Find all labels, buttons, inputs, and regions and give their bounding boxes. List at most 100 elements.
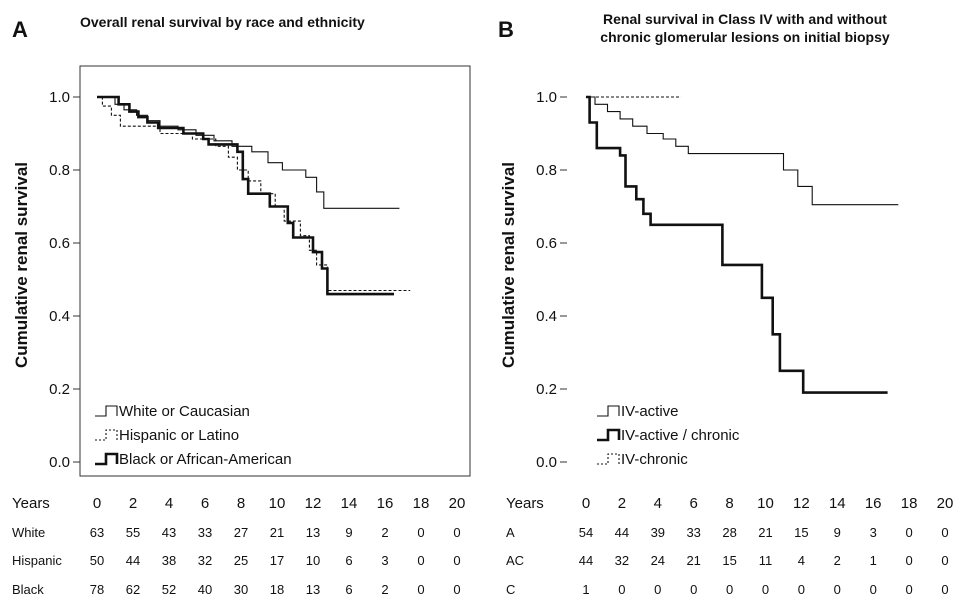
panel-b-y-tick-label: 0.0 xyxy=(536,454,557,471)
risk-row-label: Black xyxy=(12,582,44,597)
risk-count: 9 xyxy=(345,525,352,540)
panel-b-y-tick-label: 0.4 xyxy=(536,308,557,325)
x-tick-label: 0 xyxy=(93,495,101,512)
panel-a-y-tick-label: 1.0 xyxy=(49,89,70,106)
panel-a-y-tick-label: 0.4 xyxy=(49,308,70,325)
x-tick-label: 2 xyxy=(129,495,137,512)
risk-count: 0 xyxy=(834,582,841,597)
panel-b-title-line-2: chronic glomerular lesions on initial bi… xyxy=(600,29,890,45)
risk-count: 18 xyxy=(270,582,284,597)
risk-count: 2 xyxy=(381,525,388,540)
risk-count: 15 xyxy=(722,553,736,568)
risk-count: 25 xyxy=(234,553,248,568)
risk-count: 52 xyxy=(162,582,176,597)
legend-symbol xyxy=(597,453,620,465)
risk-count: 27 xyxy=(234,525,248,540)
survival-curve-iv-active xyxy=(586,96,899,206)
risk-count: 3 xyxy=(381,553,388,568)
risk-count: 21 xyxy=(758,525,772,540)
legend-entry: IV-active xyxy=(621,403,679,420)
x-tick-label: 20 xyxy=(937,495,954,512)
risk-count: 0 xyxy=(417,582,424,597)
risk-count: 32 xyxy=(198,553,212,568)
panel-b-y-tick-label: 1.0 xyxy=(536,89,557,106)
x-tick-label: 12 xyxy=(793,495,810,512)
risk-count: 0 xyxy=(762,582,769,597)
legend-entry: IV-chronic xyxy=(621,451,688,468)
risk-count: 33 xyxy=(686,525,700,540)
risk-table-header: Years xyxy=(12,495,50,512)
survival-curve-iv-active-chronic xyxy=(586,95,888,394)
legend-symbol xyxy=(95,429,118,441)
risk-count: 9 xyxy=(834,525,841,540)
risk-count: 21 xyxy=(270,525,284,540)
x-tick-label: 6 xyxy=(690,495,698,512)
legend-symbol xyxy=(597,405,620,417)
panel-a-frame xyxy=(79,65,471,477)
x-tick-label: 16 xyxy=(377,495,394,512)
x-tick-label: 14 xyxy=(341,495,358,512)
risk-count: 39 xyxy=(651,525,665,540)
x-tick-label: 10 xyxy=(757,495,774,512)
x-tick-label: 18 xyxy=(413,495,430,512)
risk-count: 63 xyxy=(90,525,104,540)
risk-count: 0 xyxy=(798,582,805,597)
panel-b-label: B xyxy=(498,17,514,42)
panel-a-y-tick-label: 0.8 xyxy=(49,162,70,179)
risk-count: 62 xyxy=(126,582,140,597)
risk-count: 32 xyxy=(615,553,629,568)
risk-count: 0 xyxy=(905,582,912,597)
risk-count: 10 xyxy=(306,553,320,568)
risk-count: 3 xyxy=(870,525,877,540)
x-tick-label: 8 xyxy=(725,495,733,512)
risk-count: 1 xyxy=(582,582,589,597)
risk-count: 55 xyxy=(126,525,140,540)
risk-count: 78 xyxy=(90,582,104,597)
x-tick-label: 6 xyxy=(201,495,209,512)
legend-entry: White or Caucasian xyxy=(119,403,250,420)
legend-entry: IV-active / chronic xyxy=(621,427,740,444)
risk-count: 0 xyxy=(453,582,460,597)
risk-count: 1 xyxy=(870,553,877,568)
risk-count: 6 xyxy=(345,553,352,568)
panel-b-y-tick-label: 0.8 xyxy=(536,162,557,179)
risk-count: 0 xyxy=(453,525,460,540)
risk-count: 2 xyxy=(834,553,841,568)
risk-count: 44 xyxy=(615,525,629,540)
risk-count: 0 xyxy=(417,553,424,568)
risk-count: 0 xyxy=(905,525,912,540)
risk-row-label: A xyxy=(506,525,515,540)
risk-count: 6 xyxy=(345,582,352,597)
x-tick-label: 20 xyxy=(449,495,466,512)
survival-curve-hispanic-or-latino xyxy=(97,96,411,292)
risk-count: 40 xyxy=(198,582,212,597)
risk-count: 44 xyxy=(579,553,593,568)
risk-count: 17 xyxy=(270,553,284,568)
x-tick-label: 18 xyxy=(901,495,918,512)
risk-count: 13 xyxy=(306,582,320,597)
panel-a: A Overall renal survival by race and eth… xyxy=(12,14,471,597)
x-tick-label: 2 xyxy=(618,495,626,512)
risk-count: 44 xyxy=(126,553,140,568)
risk-count: 24 xyxy=(651,553,665,568)
panel-a-y-tick-label: 0.0 xyxy=(49,454,70,471)
risk-count: 0 xyxy=(690,582,697,597)
risk-count: 21 xyxy=(686,553,700,568)
panel-a-y-axis-label: Cumulative renal survival xyxy=(12,162,31,368)
risk-count: 13 xyxy=(306,525,320,540)
risk-count: 0 xyxy=(654,582,661,597)
panel-b-title-line-1: Renal survival in Class IV with and with… xyxy=(603,11,887,27)
risk-row-label: Hispanic xyxy=(12,553,62,568)
x-tick-label: 16 xyxy=(865,495,882,512)
risk-table-header: Years xyxy=(506,495,544,512)
x-tick-label: 10 xyxy=(269,495,286,512)
risk-count: 0 xyxy=(870,582,877,597)
risk-count: 0 xyxy=(726,582,733,597)
panel-a-y-tick-label: 0.6 xyxy=(49,235,70,252)
legend-entry: Hispanic or Latino xyxy=(119,427,239,444)
legend-symbol xyxy=(95,405,118,417)
panel-a-title: Overall renal survival by race and ethni… xyxy=(80,14,365,30)
risk-count: 0 xyxy=(941,525,948,540)
panel-a-label: A xyxy=(12,17,28,42)
